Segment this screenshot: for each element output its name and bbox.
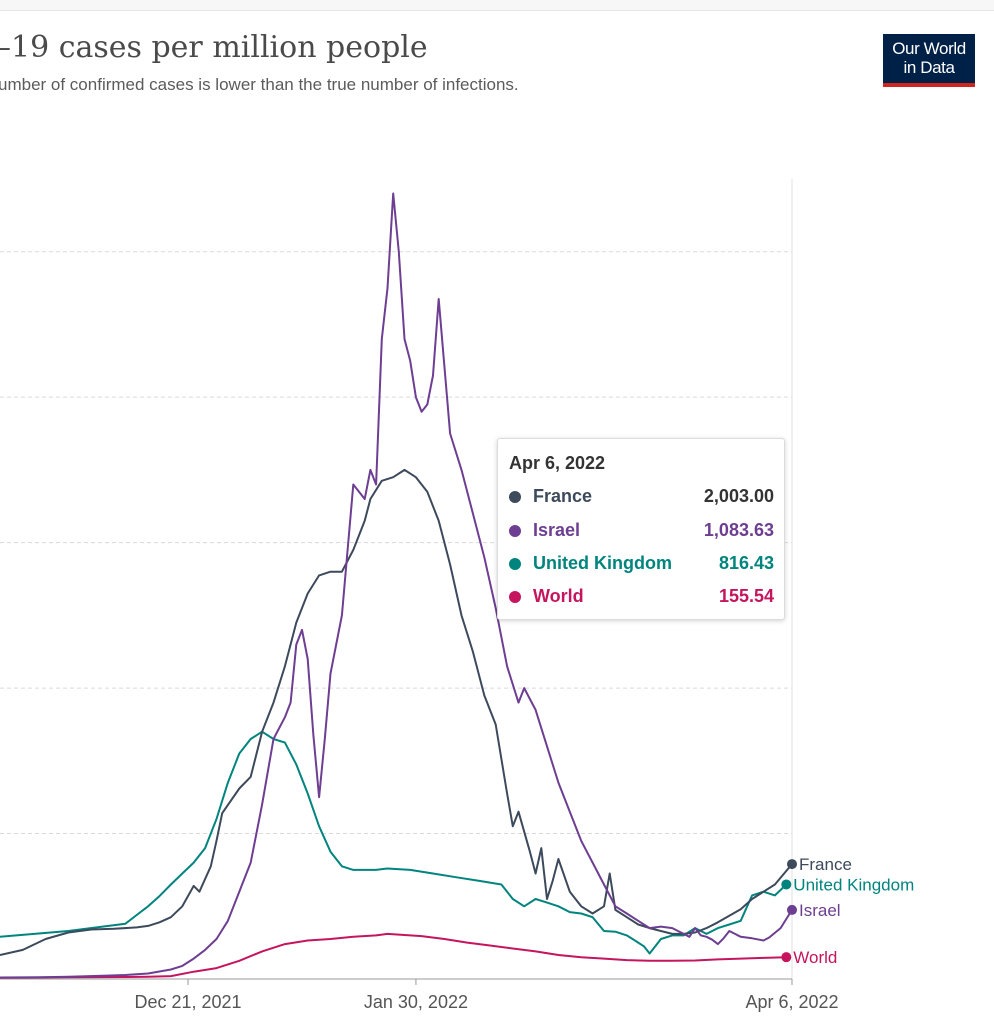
series-end-labels: France Israel United Kingdom World <box>781 855 914 967</box>
owid-logo[interactable]: Our World in Data <box>883 34 975 87</box>
series-line-israel <box>0 192 793 979</box>
end-point-france <box>787 859 797 870</box>
series-line-france <box>0 468 793 956</box>
chart-title: –19 cases per million people <box>0 30 428 65</box>
series-line-world <box>0 932 787 979</box>
chart-subtitle: umber of confirmed cases is lower than t… <box>0 75 519 94</box>
series-lines <box>0 192 793 979</box>
tooltip-row-israel: Israel 1,083.63 <box>509 520 774 542</box>
tooltip-dot-united-kingdom <box>509 558 521 570</box>
tooltip-value-israel: 1,083.63 <box>703 520 774 540</box>
tooltip-row-united-kingdom: United Kingdom 816.43 <box>509 553 774 575</box>
end-point-israel <box>787 904 797 915</box>
hover-tooltip: Apr 6, 2022 France 2,003.00 Israel 1,083… <box>497 438 785 620</box>
end-label-israel: Israel <box>799 901 841 920</box>
tooltip-name-world: World <box>533 586 584 606</box>
x-tick-label-2: Apr 6, 2022 <box>745 992 838 1012</box>
x-tick-label-0: Dec 21, 2021 <box>134 992 241 1012</box>
tooltip-value-france: 2,003.00 <box>703 486 774 506</box>
tooltip-date: Apr 6, 2022 <box>509 453 606 473</box>
tooltip-dot-israel <box>509 525 521 537</box>
end-label-world: World <box>793 948 837 967</box>
tooltip-name-united-kingdom: United Kingdom <box>533 553 672 573</box>
end-point-united-kingdom <box>781 879 792 890</box>
tooltip-row-world: World 155.54 <box>509 586 774 608</box>
top-bar <box>0 0 994 11</box>
tooltip-value-united-kingdom: 816.43 <box>718 553 774 573</box>
end-point-world <box>781 952 792 963</box>
tooltip-row-france: France 2,003.00 <box>509 486 774 508</box>
end-label-france: France <box>799 855 852 874</box>
tooltip-value-world: 155.54 <box>718 586 774 606</box>
series-line-united-kingdom <box>0 730 787 955</box>
tooltip-dot-france <box>509 491 521 503</box>
tooltip-dot-world <box>509 591 521 603</box>
logo-line-1: Our World <box>892 39 966 58</box>
x-axis: Dec 21, 2021 Jan 30, 2022 Apr 6, 2022 <box>0 978 839 1012</box>
tooltip-name-israel: Israel <box>533 520 581 540</box>
x-tick-label-1: Jan 30, 2022 <box>364 992 468 1012</box>
logo-line-2: in Data <box>903 58 955 77</box>
end-label-united-kingdom: United Kingdom <box>793 875 914 894</box>
tooltip-name-france: France <box>533 486 593 506</box>
